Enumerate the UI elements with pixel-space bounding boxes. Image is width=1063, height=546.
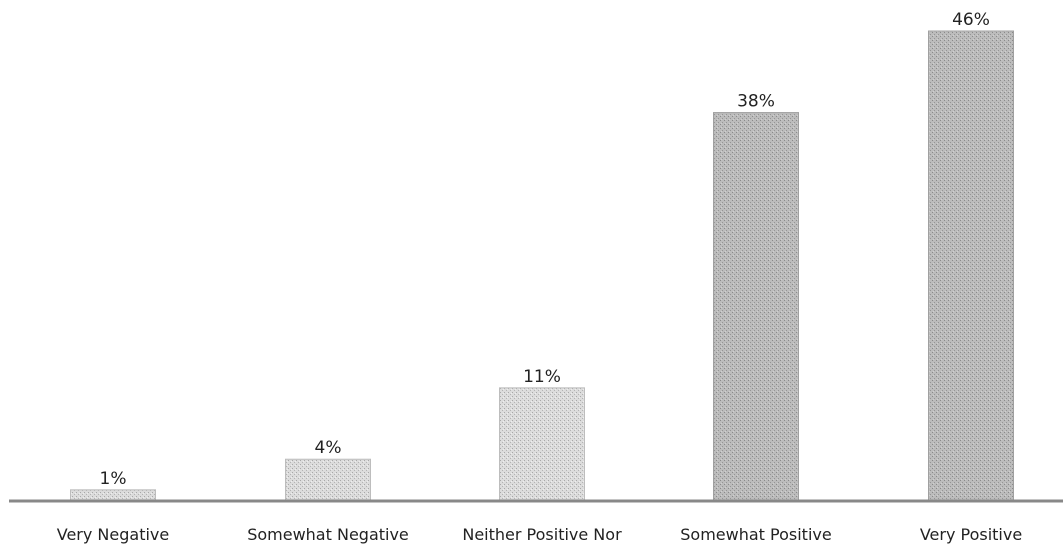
bars-group [70,30,1014,501]
category-label: Somewhat Negative [247,525,409,544]
bar-somewhat-negative [285,458,371,501]
value-label: 1% [100,469,127,489]
value-labels-group: 1% 4% 11% 38% 46% [100,10,990,489]
value-label: 4% [315,438,342,458]
category-label: Very Positive [920,525,1022,544]
bar-somewhat-positive [713,112,799,501]
bar-very-negative [70,489,156,501]
value-label: 46% [952,10,990,30]
bar-very-positive [928,30,1014,501]
category-label: Very Negative [57,525,169,544]
value-label: 11% [523,367,561,387]
value-label: 38% [737,92,775,112]
category-labels-group: Very Negative Somewhat Negative Neither Po… [57,525,1022,544]
category-label: Neither Positive Nor [462,525,622,544]
category-label: Somewhat Positive [680,525,831,544]
bar-neither-positive-nor [499,387,585,501]
